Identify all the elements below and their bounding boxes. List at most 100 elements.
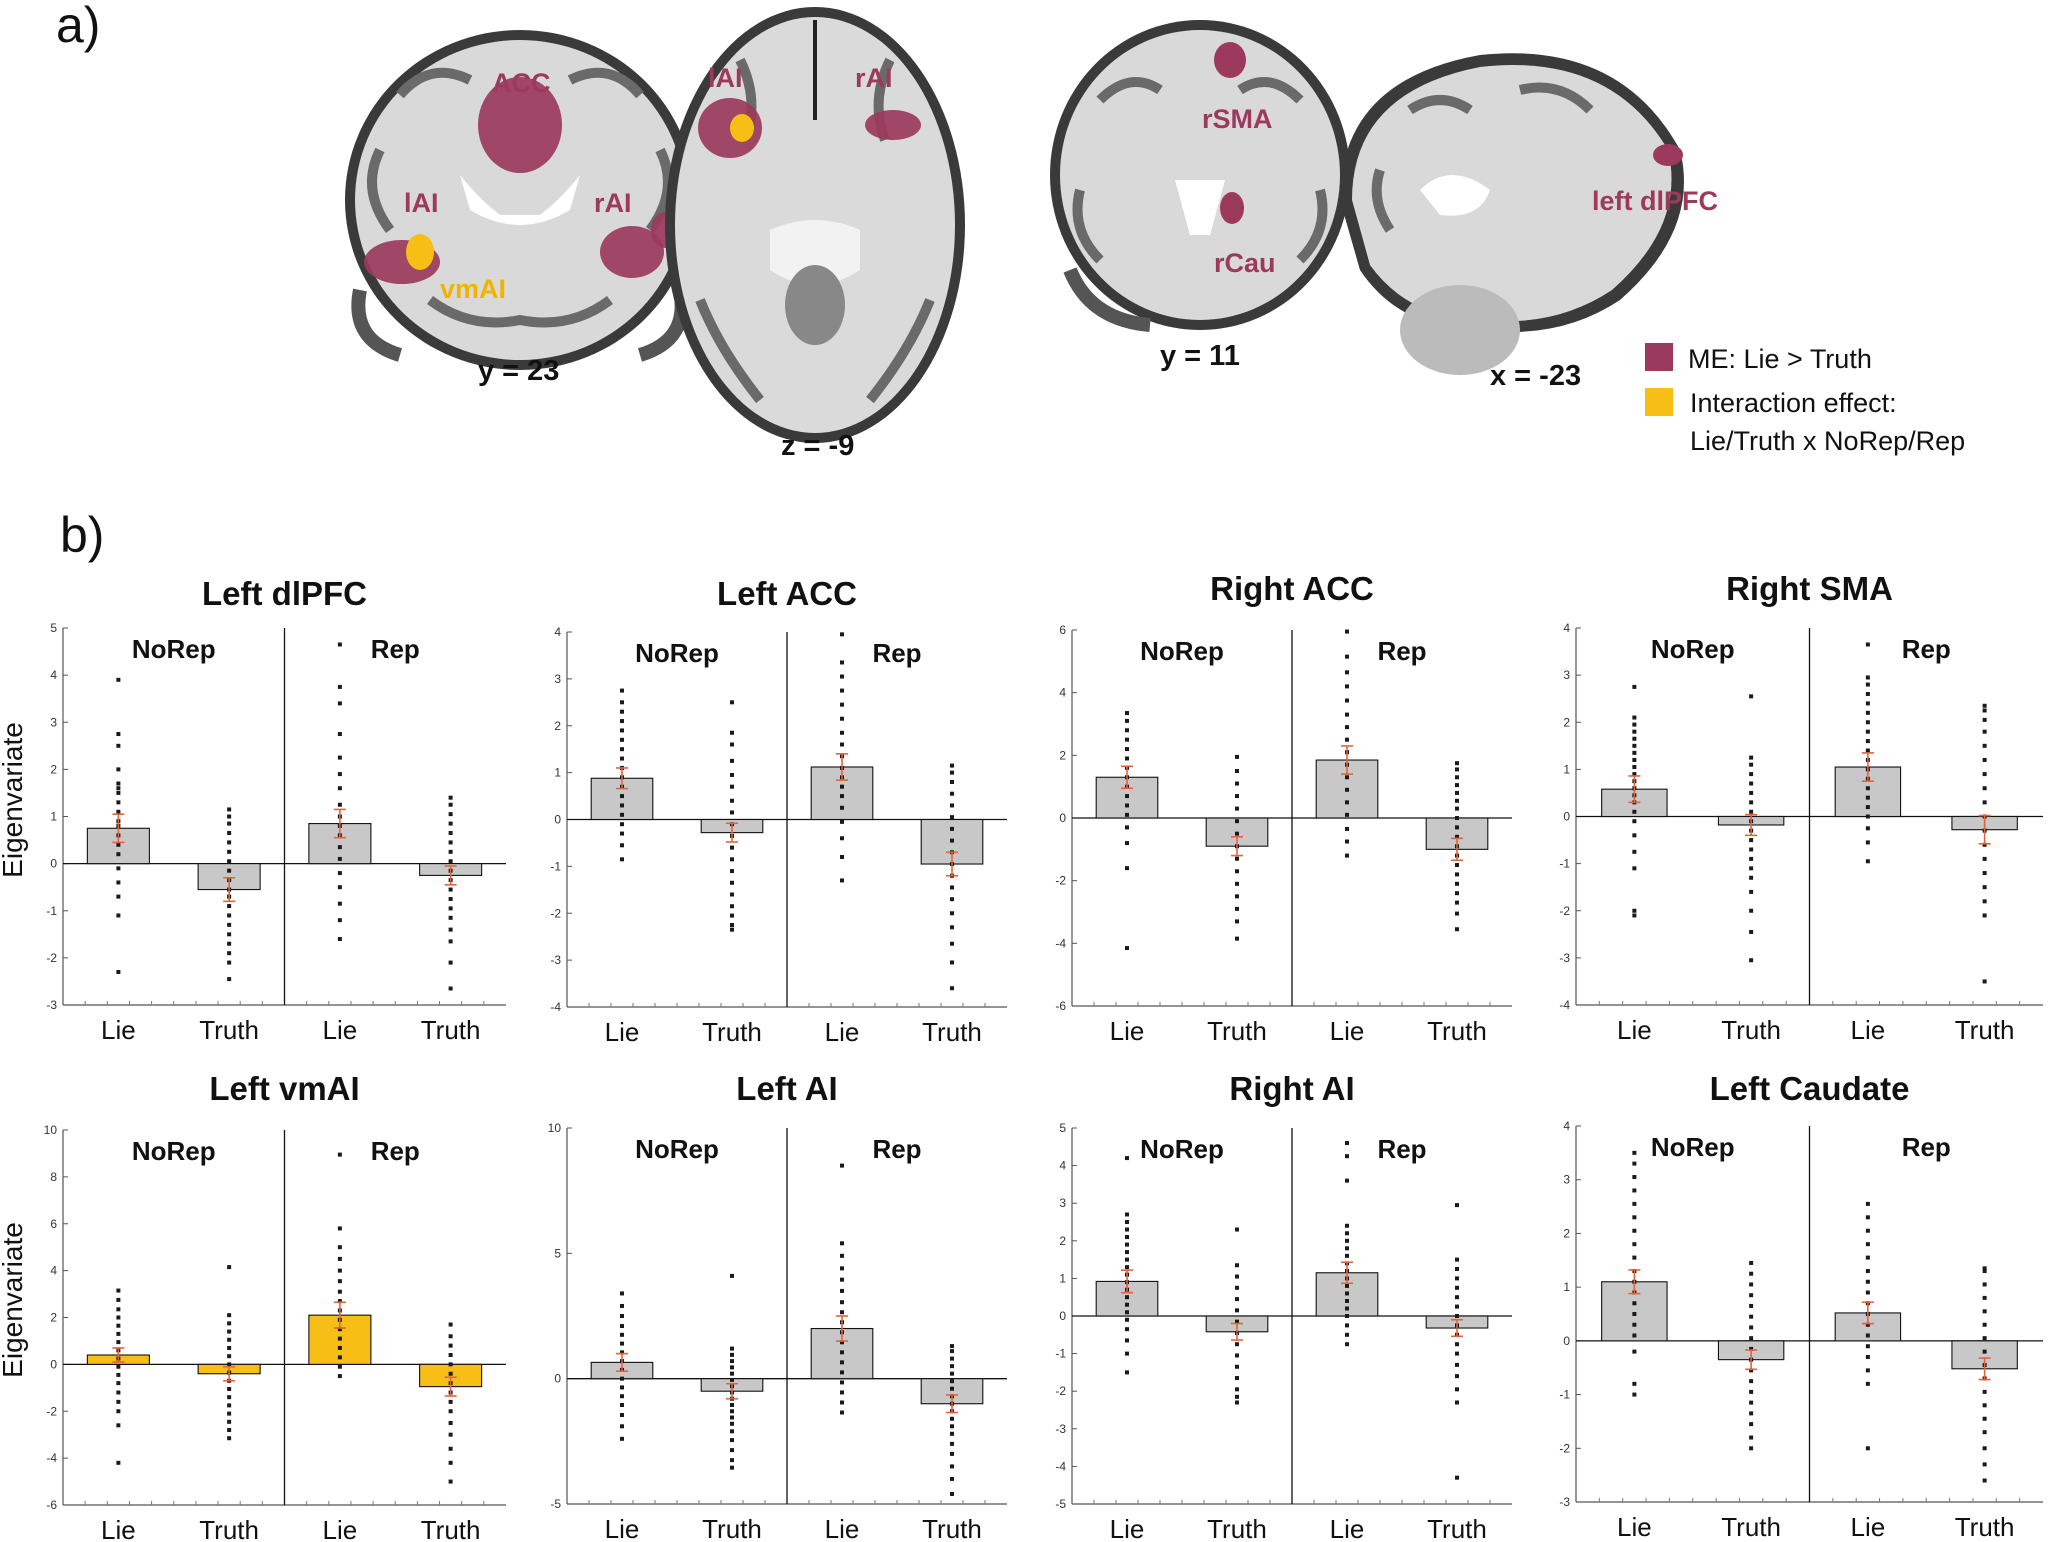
category-label: Truth (1721, 1512, 1781, 1542)
label-rcau: rCau (1214, 248, 1276, 278)
y-tick-label: 5 (50, 621, 57, 635)
data-point (840, 1288, 844, 1293)
legend-interaction-label: Interaction effect: (1690, 388, 1897, 418)
data-point (1455, 1351, 1459, 1356)
data-point (227, 1419, 232, 1424)
data-point (1235, 1364, 1239, 1369)
data-point (840, 836, 844, 841)
y-tick-label: -1 (1055, 1347, 1066, 1361)
data-point (337, 755, 342, 760)
data-point (1749, 847, 1754, 852)
category-label: Lie (605, 1514, 640, 1542)
data-point (227, 932, 232, 937)
chart-title: Left AI (736, 1070, 837, 1107)
data-point (1749, 772, 1754, 777)
data-point (1455, 900, 1459, 905)
data-point (1865, 710, 1870, 715)
data-point (620, 1350, 624, 1355)
data-point (730, 904, 734, 909)
data-point (1632, 722, 1637, 727)
data-point (1455, 825, 1459, 830)
data-point (1125, 1310, 1129, 1315)
data-point (950, 763, 954, 768)
data-point (116, 677, 121, 682)
data-point (950, 1386, 954, 1391)
data-point (337, 786, 342, 791)
data-point (840, 855, 844, 859)
y-tick-label: -1 (46, 904, 57, 918)
data-point (1632, 1322, 1637, 1327)
data-point (730, 798, 734, 803)
category-label: Truth (1427, 1016, 1487, 1046)
data-point (1125, 1295, 1129, 1300)
data-point (840, 1300, 844, 1305)
data-point (730, 730, 734, 735)
data-point (1865, 805, 1870, 810)
data-point (1865, 826, 1870, 831)
data-point (620, 1291, 624, 1296)
data-point (1235, 1394, 1239, 1399)
y-tick-label: -3 (1055, 1422, 1066, 1436)
data-point (950, 780, 954, 784)
data-point (116, 1297, 121, 1302)
label-left-dlpfc: left dlPFC (1592, 186, 1718, 216)
data-point (840, 1163, 844, 1168)
data-point (337, 1364, 342, 1369)
data-point (337, 1289, 342, 1294)
category-label: Truth (922, 1514, 982, 1542)
y-tick-label: 5 (554, 1246, 561, 1260)
data-point (1455, 881, 1459, 886)
data-point (1982, 1389, 1987, 1394)
data-point (730, 1273, 734, 1278)
data-point (840, 702, 844, 707)
data-point (448, 1343, 453, 1348)
data-point (1632, 1333, 1637, 1338)
group-label: Rep (371, 634, 420, 664)
data-point (950, 1364, 954, 1369)
data-point (950, 986, 954, 991)
data-point (950, 791, 954, 796)
data-point (116, 786, 121, 791)
data-point (620, 1424, 624, 1429)
data-point (1982, 885, 1987, 890)
chart-title: Left ACC (717, 575, 857, 612)
data-point (950, 1424, 954, 1429)
data-point (1749, 1389, 1754, 1394)
data-point (227, 922, 232, 927)
data-point (730, 1465, 734, 1470)
group-label: Rep (1377, 1134, 1426, 1164)
data-point (337, 901, 342, 906)
y-tick-label: 4 (50, 1264, 57, 1278)
data-point (116, 1331, 121, 1336)
bar-charts: Left dlPFC -3 -2 -1 0 1 2 3 4 5 NoRep Rep Lie Truth Li… (44, 570, 2043, 1542)
brain-slices (345, 7, 1684, 443)
data-point (227, 814, 232, 819)
data-point (1345, 812, 1349, 817)
data-point (950, 1416, 954, 1421)
data-point (1982, 856, 1987, 861)
data-point (1749, 1314, 1754, 1319)
data-point (1345, 1141, 1349, 1146)
data-point (1632, 1242, 1637, 1247)
data-point (116, 790, 121, 795)
data-point (448, 915, 453, 920)
y-axis-label-row1: Eigenvariate (0, 722, 28, 878)
data-point (620, 688, 624, 693)
category-label: Truth (1427, 1514, 1487, 1542)
data-point (950, 1349, 954, 1354)
label-rai-axial: rAI (855, 63, 893, 93)
data-point (1345, 1238, 1349, 1243)
data-point (116, 866, 121, 871)
data-point (1125, 1156, 1129, 1161)
coord-z9: z = -9 (781, 430, 854, 462)
data-point (1632, 1349, 1637, 1354)
data-point (1982, 871, 1987, 876)
data-point (840, 1253, 844, 1258)
data-point (1235, 881, 1239, 886)
data-point (227, 1354, 232, 1359)
data-point (840, 1400, 844, 1405)
data-point (620, 756, 624, 761)
data-point (1125, 1351, 1129, 1356)
data-point (1749, 1400, 1754, 1405)
data-point (227, 1428, 232, 1432)
